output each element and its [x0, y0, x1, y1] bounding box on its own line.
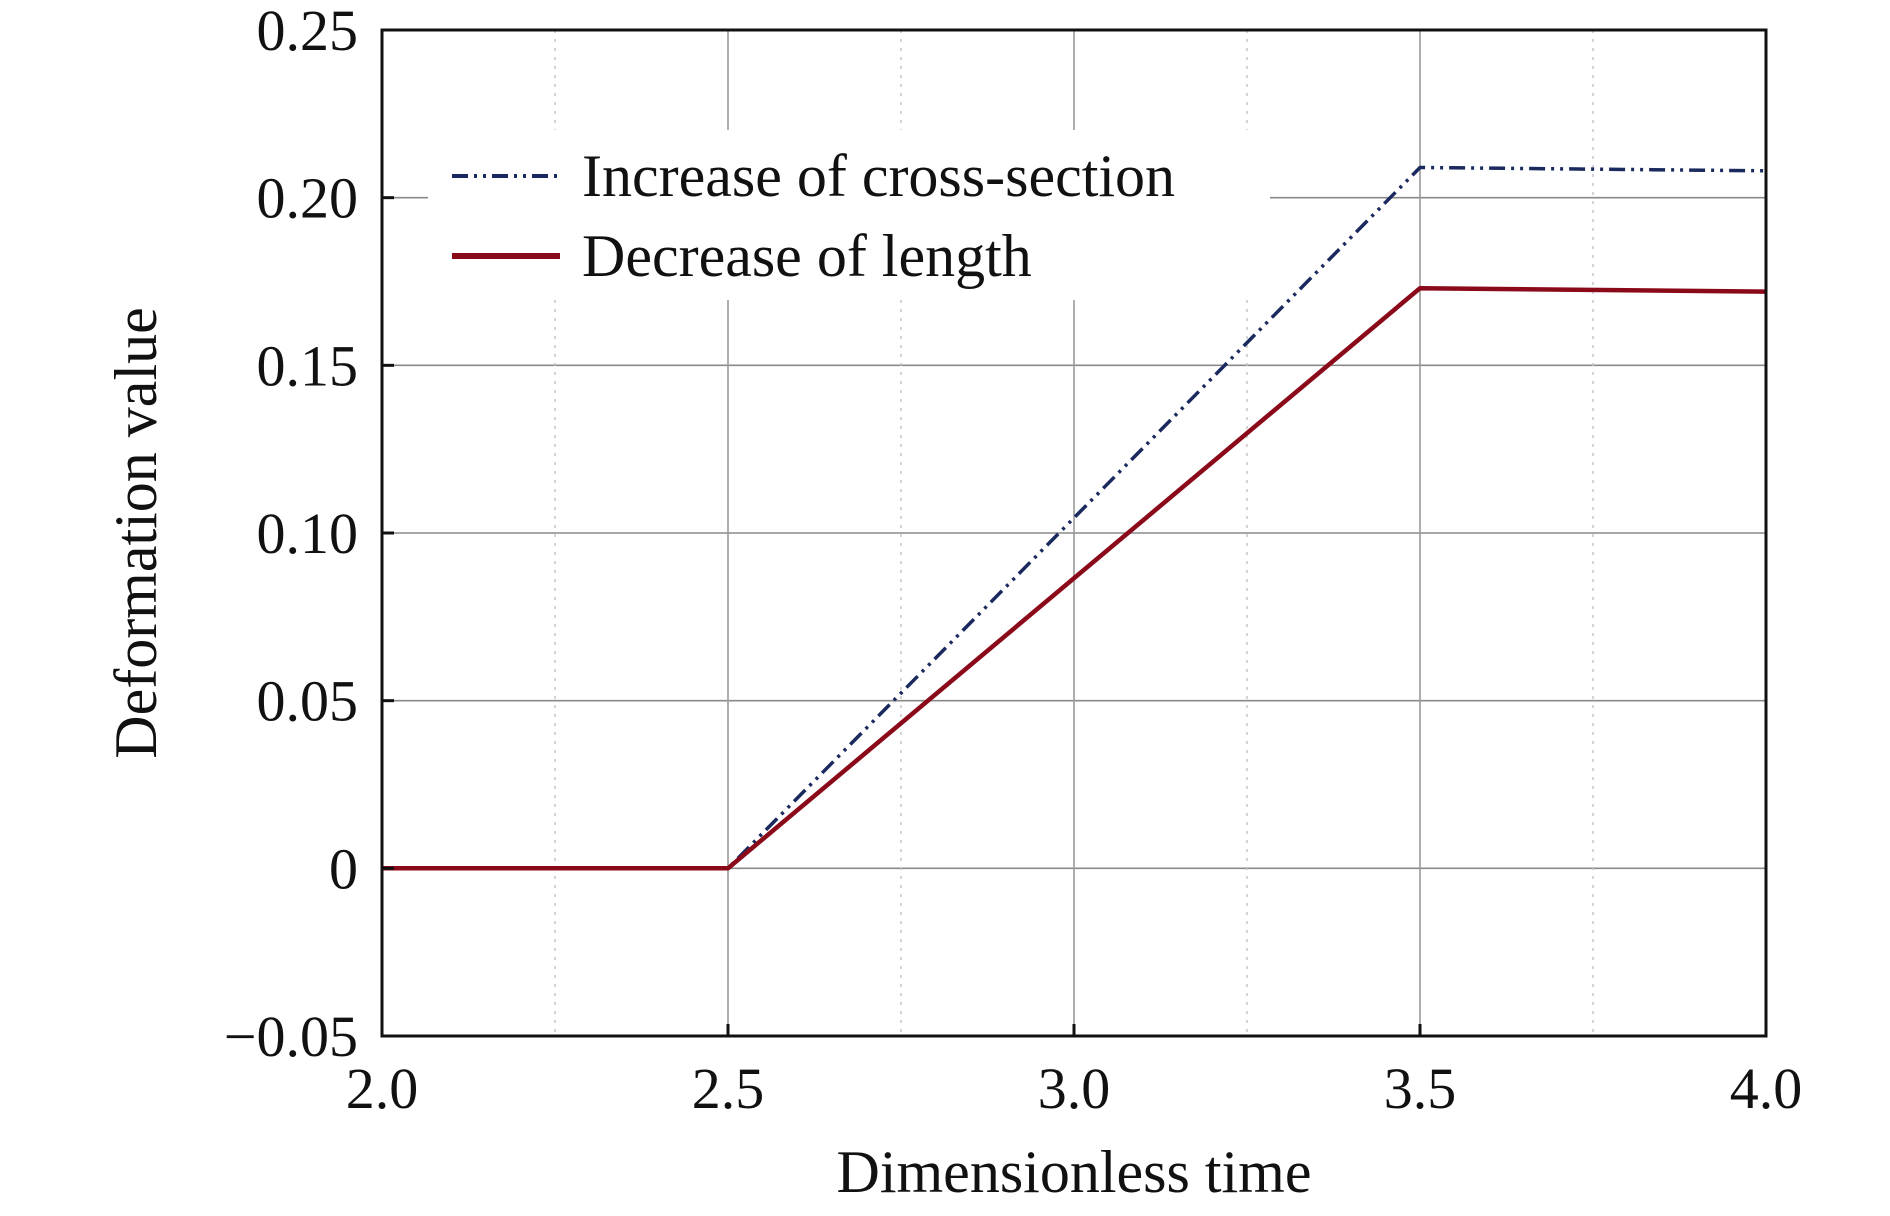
legend-background	[428, 130, 1270, 300]
x-axis-title: Dimensionless time	[837, 1139, 1312, 1205]
legend-label-length: Decrease of length	[582, 223, 1032, 289]
y-tick-label: 0.20	[257, 166, 359, 231]
y-tick-label: −0.05	[224, 1004, 358, 1069]
series-lines	[382, 165, 1767, 871]
y-tick-label: 0.10	[257, 501, 359, 566]
legend-label-cross-section: Increase of cross-section	[582, 143, 1175, 209]
series-line-1	[382, 285, 1767, 871]
x-tick-labels: 2.0 2.5 3.0 3.5 4.0	[346, 1056, 1803, 1121]
y-tick-labels: −0.05 0 0.05 0.10 0.15 0.20 0.25	[224, 0, 358, 1069]
y-tick-label: 0.05	[257, 669, 359, 734]
y-axis-title: Deformation value	[103, 307, 169, 759]
x-tick-label: 4.0	[1730, 1056, 1803, 1121]
y-tick-label: 0	[329, 836, 358, 901]
y-tick-label: 0.15	[257, 333, 359, 398]
x-tick-label: 3.0	[1038, 1056, 1111, 1121]
x-tick-label: 3.5	[1384, 1056, 1457, 1121]
legend: Increase of cross-section Decrease of le…	[428, 130, 1270, 300]
x-tick-label: 2.0	[346, 1056, 419, 1121]
x-tick-label: 2.5	[692, 1056, 765, 1121]
tick-marks	[380, 28, 1768, 1038]
y-tick-label: 0.25	[257, 0, 359, 63]
